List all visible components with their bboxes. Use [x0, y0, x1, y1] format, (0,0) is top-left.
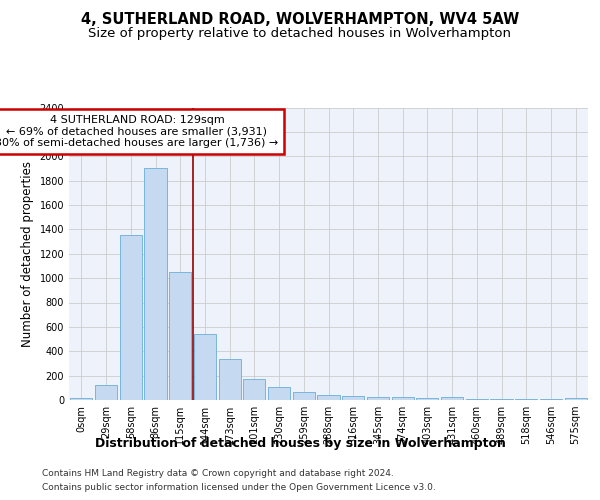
Bar	[194, 334, 216, 400]
Bar	[392, 398, 414, 400]
Bar	[70, 398, 92, 400]
Bar	[218, 359, 241, 400]
Text: 4 SUTHERLAND ROAD: 129sqm
← 69% of detached houses are smaller (3,931)
30% of se: 4 SUTHERLAND ROAD: 129sqm ← 69% of detac…	[0, 115, 278, 148]
Bar	[119, 236, 142, 400]
Bar	[416, 398, 439, 400]
Bar	[565, 398, 587, 400]
Y-axis label: Number of detached properties: Number of detached properties	[21, 161, 34, 347]
Bar	[441, 396, 463, 400]
Bar	[169, 272, 191, 400]
Bar	[342, 396, 364, 400]
Bar	[293, 392, 315, 400]
Bar	[145, 168, 167, 400]
Bar	[367, 396, 389, 400]
Text: Contains HM Land Registry data © Crown copyright and database right 2024.: Contains HM Land Registry data © Crown c…	[42, 468, 394, 477]
Text: Contains public sector information licensed under the Open Government Licence v3: Contains public sector information licen…	[42, 484, 436, 492]
Text: 4, SUTHERLAND ROAD, WOLVERHAMPTON, WV4 5AW: 4, SUTHERLAND ROAD, WOLVERHAMPTON, WV4 5…	[81, 12, 519, 28]
Bar	[317, 395, 340, 400]
Text: Distribution of detached houses by size in Wolverhampton: Distribution of detached houses by size …	[95, 438, 505, 450]
Text: Size of property relative to detached houses in Wolverhampton: Size of property relative to detached ho…	[89, 28, 511, 40]
Bar	[95, 385, 117, 400]
Bar	[243, 380, 265, 400]
Bar	[268, 386, 290, 400]
